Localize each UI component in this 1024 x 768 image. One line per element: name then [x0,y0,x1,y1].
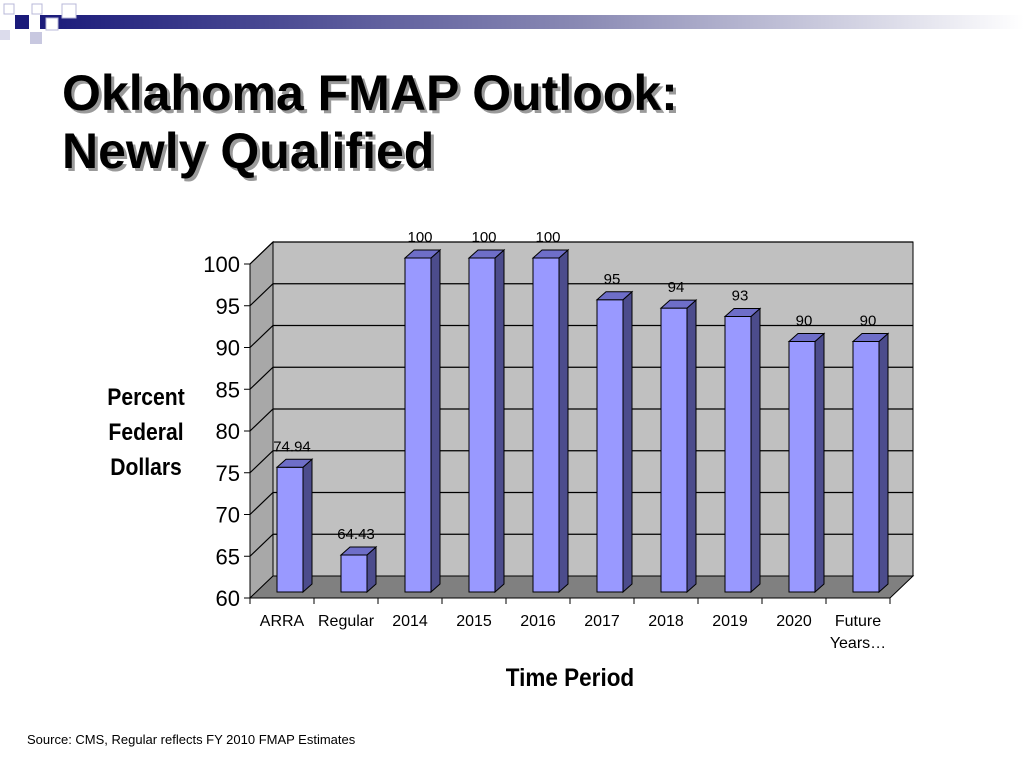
bar-front [852,341,880,593]
bar-top [659,299,698,309]
bar-side [622,290,633,594]
data-label: 90 [860,313,877,330]
bar-front [404,257,432,593]
y-tick-label: 70 [216,503,240,528]
x-tick-label: ARRA [260,613,305,630]
deco-square [61,3,77,19]
y-tick-label: 60 [216,586,240,611]
bar-top [275,458,314,468]
data-label: 94 [668,279,685,296]
x-tick-label: 2019 [712,613,748,630]
bar-front [532,257,560,593]
gridline [249,283,913,307]
x-tick-label: Regular [318,613,375,630]
deco-square [30,32,42,44]
gridline [249,241,913,265]
slide-title: Oklahoma FMAP Outlook: Newly Qualified [62,64,678,180]
bar-front [724,315,752,593]
gridline [249,366,913,390]
bar-front [468,257,496,593]
x-tick-label: 2014 [392,613,428,630]
y-axis-label: Percent Federal Dollars [102,380,190,485]
bar-top [595,291,634,301]
data-label: 93 [732,287,749,304]
bar-side [686,298,697,594]
y-tick-label: 65 [216,544,240,569]
data-label: 100 [535,229,560,246]
data-label: 100 [471,229,496,246]
bar-side [430,248,441,594]
slide-title-line-1: Oklahoma FMAP Outlook: [62,65,678,121]
bar-side [494,248,505,594]
x-tick-label: 2018 [648,613,684,630]
y-axis-label-line: Federal [108,419,184,446]
bar-top [403,249,442,259]
data-label: 100 [407,229,432,246]
bar-top [531,249,570,259]
bar-side [814,332,825,594]
bar-top [851,333,890,342]
gridline [249,408,913,432]
bar-front [660,307,688,593]
bar-top [339,546,378,556]
bar-front [340,554,368,593]
y-tick-label: 100 [203,252,240,277]
data-label: 95 [604,271,621,288]
gridline [249,450,913,474]
x-axis-label: Time Period [505,664,635,692]
data-label: 74.94 [273,438,311,455]
x-tick-label: Future [835,613,881,630]
deco-square [45,17,59,31]
bar-front [788,341,816,593]
gridline [249,533,913,557]
bar-top [787,333,826,342]
deco-square [3,3,15,15]
y-tick-label: 95 [216,294,240,319]
bar-front [276,466,304,593]
data-label: 64.43 [337,526,375,543]
y-tick-label: 75 [216,461,240,486]
header-gradient-band [40,15,1024,29]
x-tick-label: 2015 [456,613,492,630]
bar-side [878,332,889,594]
y-tick-label: 80 [216,419,240,444]
source-note: Source: CMS, Regular reflects FY 2010 FM… [27,732,356,747]
y-tick-label: 90 [216,336,240,361]
x-tick-label: 2020 [776,613,812,630]
bar-side [558,248,569,594]
y-axis-label-line: Dollars [110,454,182,481]
gridline [249,491,913,515]
bar-top [723,307,762,317]
slide-title-line-2: Newly Qualified [62,123,435,179]
deco-square [31,3,43,15]
bar-front [596,299,624,593]
bar-side [302,458,313,594]
x-tick-label: 2016 [520,613,556,630]
x-tick-label: Years… [830,635,886,652]
y-tick-label: 85 [216,377,240,402]
deco-square [0,30,10,40]
bar-side [750,307,761,594]
gridline [249,324,913,348]
x-tick-label: 2017 [584,613,620,630]
y-axis-label-line: Percent [107,384,185,411]
bar-top [467,249,506,259]
corner-squares-decoration [0,3,1024,44]
deco-square [15,15,29,29]
data-label: 90 [796,313,813,330]
